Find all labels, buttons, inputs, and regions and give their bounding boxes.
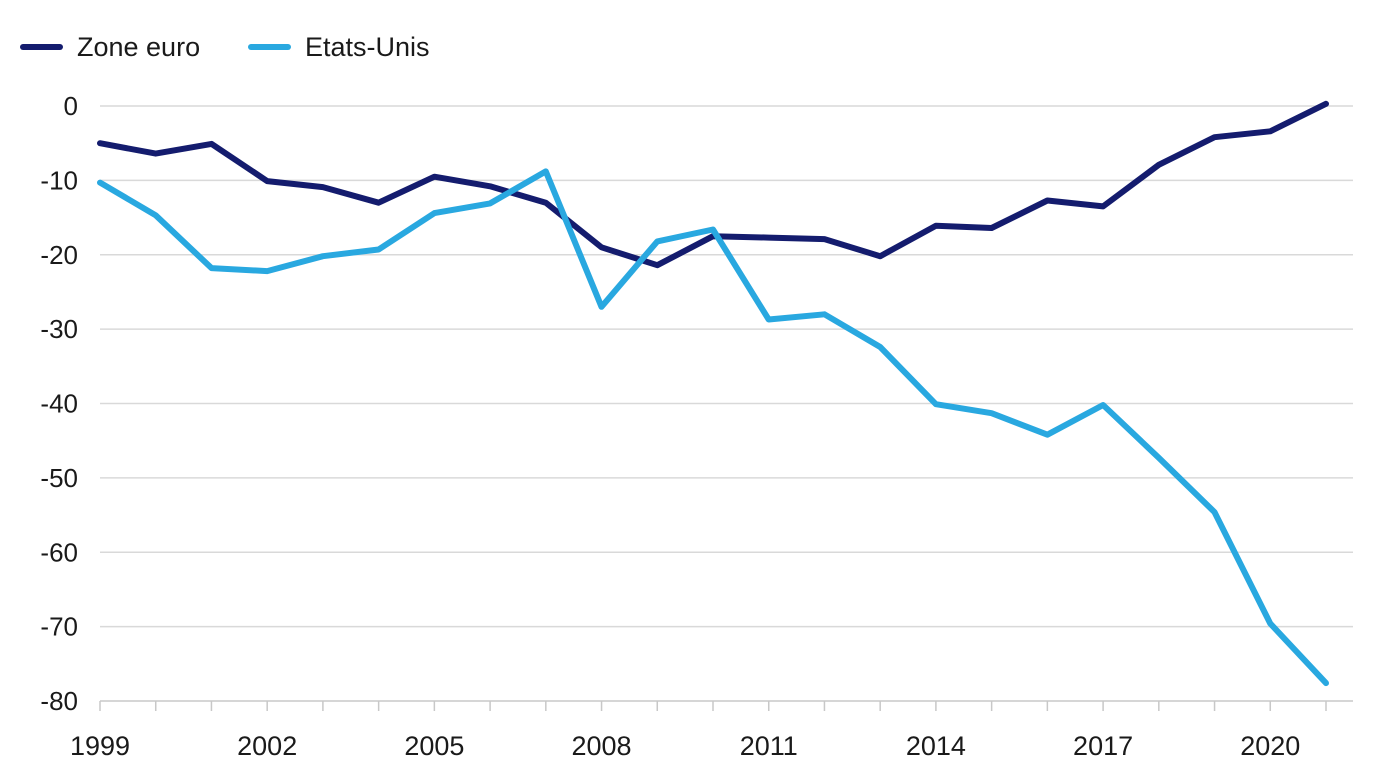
y-axis-labels: 0 -10 -20 -30 -40 -50 -60 -70 -80: [40, 91, 78, 716]
y-tick-label: -10: [40, 165, 78, 195]
legend-swatch-zone-euro: [20, 44, 63, 50]
chart-legend: Zone euro Etats-Unis: [0, 0, 1387, 80]
series-line-etats-unis: [97, 168, 1329, 687]
x-tick-label: 2017: [1073, 731, 1133, 761]
y-tick-label: -50: [40, 463, 78, 493]
x-axis: [99, 701, 1327, 711]
series-lines: [97, 100, 1329, 687]
legend-label-etats-unis: Etats-Unis: [305, 32, 430, 62]
x-tick-label: 2002: [237, 731, 297, 761]
y-tick-label: 0: [64, 91, 78, 121]
y-tick-label: -30: [40, 314, 78, 344]
x-tick-label: 1999: [70, 731, 130, 761]
series-line-zone-euro: [97, 100, 1329, 269]
y-tick-label: -70: [40, 612, 78, 642]
legend-label-zone-euro: Zone euro: [77, 32, 201, 62]
x-axis-labels: 1999 2002 2005 2008 2011 2014 2017 2020: [70, 731, 1300, 761]
x-tick-label: 2008: [572, 731, 632, 761]
x-tick-label: 2011: [740, 731, 798, 761]
y-tick-label: -40: [40, 389, 78, 419]
x-tick-label: 2014: [906, 731, 966, 761]
gridlines: [100, 105, 1353, 702]
legend-swatch-etats-unis: [248, 44, 291, 50]
y-tick-label: -60: [40, 537, 78, 567]
y-tick-label: -20: [40, 240, 78, 270]
x-tick-label: 2005: [404, 731, 464, 761]
legend-item-etats-unis: Etats-Unis: [248, 32, 430, 62]
legend-item-zone-euro: Zone euro: [20, 32, 200, 62]
x-tick-label: 2020: [1240, 731, 1300, 761]
y-tick-label: -80: [40, 686, 78, 716]
